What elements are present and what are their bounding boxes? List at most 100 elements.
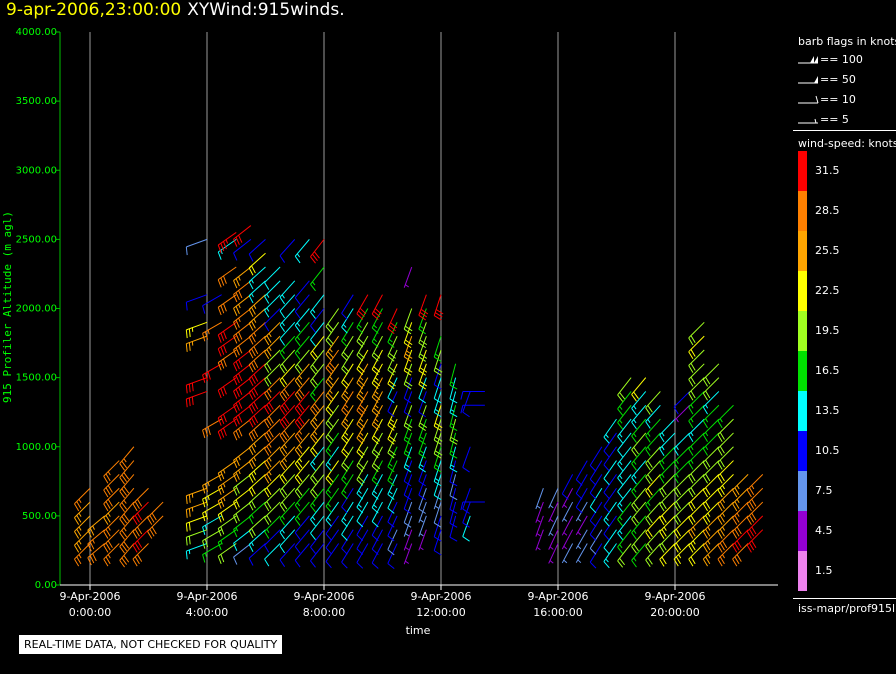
wind-barb	[673, 460, 690, 484]
wind-barb	[673, 543, 690, 567]
wind-barb	[233, 515, 252, 538]
wind-barb	[548, 529, 559, 550]
wind-barb	[356, 322, 369, 348]
wind-barb	[310, 308, 325, 333]
wind-barb	[603, 474, 617, 499]
color-swatch	[798, 271, 807, 311]
wind-barb	[673, 529, 690, 553]
wind-barb	[631, 404, 647, 430]
wind-barb	[310, 515, 325, 541]
wind-barb	[673, 501, 690, 525]
wind-barb	[717, 446, 734, 470]
wind-barb	[202, 294, 222, 314]
wind-barb	[279, 349, 296, 374]
wind-barb	[403, 377, 413, 404]
wind-barb	[356, 349, 369, 376]
wind-barb	[387, 308, 398, 335]
wind-barb	[325, 418, 340, 444]
wind-barb	[575, 460, 588, 486]
wind-barb	[645, 460, 661, 485]
wind-barb	[561, 474, 574, 500]
wind-barb	[659, 487, 676, 512]
wind-barb	[433, 391, 442, 418]
wind-barb	[217, 232, 237, 253]
wind-barb	[217, 487, 237, 509]
wind-barb	[248, 404, 266, 428]
wind-barb	[603, 418, 617, 444]
wind-barb	[233, 266, 252, 289]
wind-barb	[233, 335, 252, 358]
x-tick-date: 9-Apr-2006	[527, 590, 588, 603]
wind-barb	[147, 515, 164, 539]
wind-barb	[341, 308, 354, 334]
wind-barb	[264, 335, 281, 360]
wind-barb	[233, 404, 252, 427]
wind-barb	[294, 474, 310, 499]
wind-barb	[341, 405, 354, 431]
wind-barb	[233, 225, 252, 247]
wind-barb	[659, 515, 676, 539]
wind-barb	[603, 446, 617, 472]
color-scale-label: 4.5	[815, 524, 833, 537]
wind-barb	[449, 405, 458, 431]
wind-barb	[119, 529, 135, 554]
wind-barb	[589, 446, 603, 472]
barb-legend-title: barb flags in knots	[798, 35, 896, 48]
wind-barb	[673, 515, 690, 539]
wind-barb	[356, 474, 369, 500]
wind-barb	[575, 543, 588, 564]
wind-barb	[217, 418, 237, 440]
wind-barb	[403, 391, 413, 418]
wind-barb	[356, 363, 369, 389]
legend-divider-bottom	[793, 598, 896, 599]
wind-barb	[264, 391, 281, 415]
wind-barb	[233, 377, 252, 399]
wind-barb	[403, 335, 413, 362]
wind-barb	[341, 349, 354, 375]
wind-barb	[717, 474, 734, 498]
wind-barb	[418, 432, 427, 459]
wind-barb	[103, 487, 120, 512]
wind-barb	[341, 543, 354, 569]
x-tick-time: 16:00:00	[533, 606, 582, 619]
wind-barb	[294, 294, 310, 319]
y-tick-label: 1500.00	[16, 373, 57, 384]
wind-barb	[462, 446, 471, 473]
wind-barb	[185, 390, 208, 408]
wind-barb	[548, 501, 559, 523]
wind-barb	[617, 391, 632, 416]
wind-barb	[119, 501, 135, 526]
wind-barb	[418, 377, 427, 404]
wind-barb	[746, 474, 764, 498]
wind-barb	[248, 252, 266, 276]
wind-barb	[702, 474, 720, 498]
wind-barb	[264, 529, 281, 553]
wind-barb	[119, 487, 135, 513]
wind-barb	[341, 418, 354, 445]
wind-barb	[659, 446, 676, 470]
wind-barb	[589, 460, 603, 486]
legend-panel: barb flags in knots == 100 == 50 == 10 =…	[793, 30, 896, 624]
wind-barb	[279, 460, 296, 485]
y-tick-label: 2500.00	[16, 234, 57, 245]
wind-barb	[294, 432, 310, 457]
wind-barb	[673, 474, 690, 498]
wind-barb	[294, 543, 310, 568]
wind-barb	[688, 363, 705, 387]
x-tick-date: 9-Apr-2006	[59, 590, 120, 603]
wind-barb	[233, 460, 252, 482]
wind-barb	[702, 363, 720, 387]
wind-barb	[325, 404, 340, 430]
barb-legend-icon	[798, 118, 818, 124]
wind-barb	[119, 543, 135, 568]
wind-barb	[279, 515, 296, 540]
wind-barb	[561, 543, 574, 564]
wind-barb	[732, 501, 749, 525]
wind-barb	[310, 363, 325, 388]
wind-barb	[575, 474, 588, 500]
wind-barb	[418, 391, 427, 418]
wind-barb	[449, 377, 458, 404]
wind-barb	[617, 515, 632, 541]
wind-barb	[279, 377, 296, 402]
